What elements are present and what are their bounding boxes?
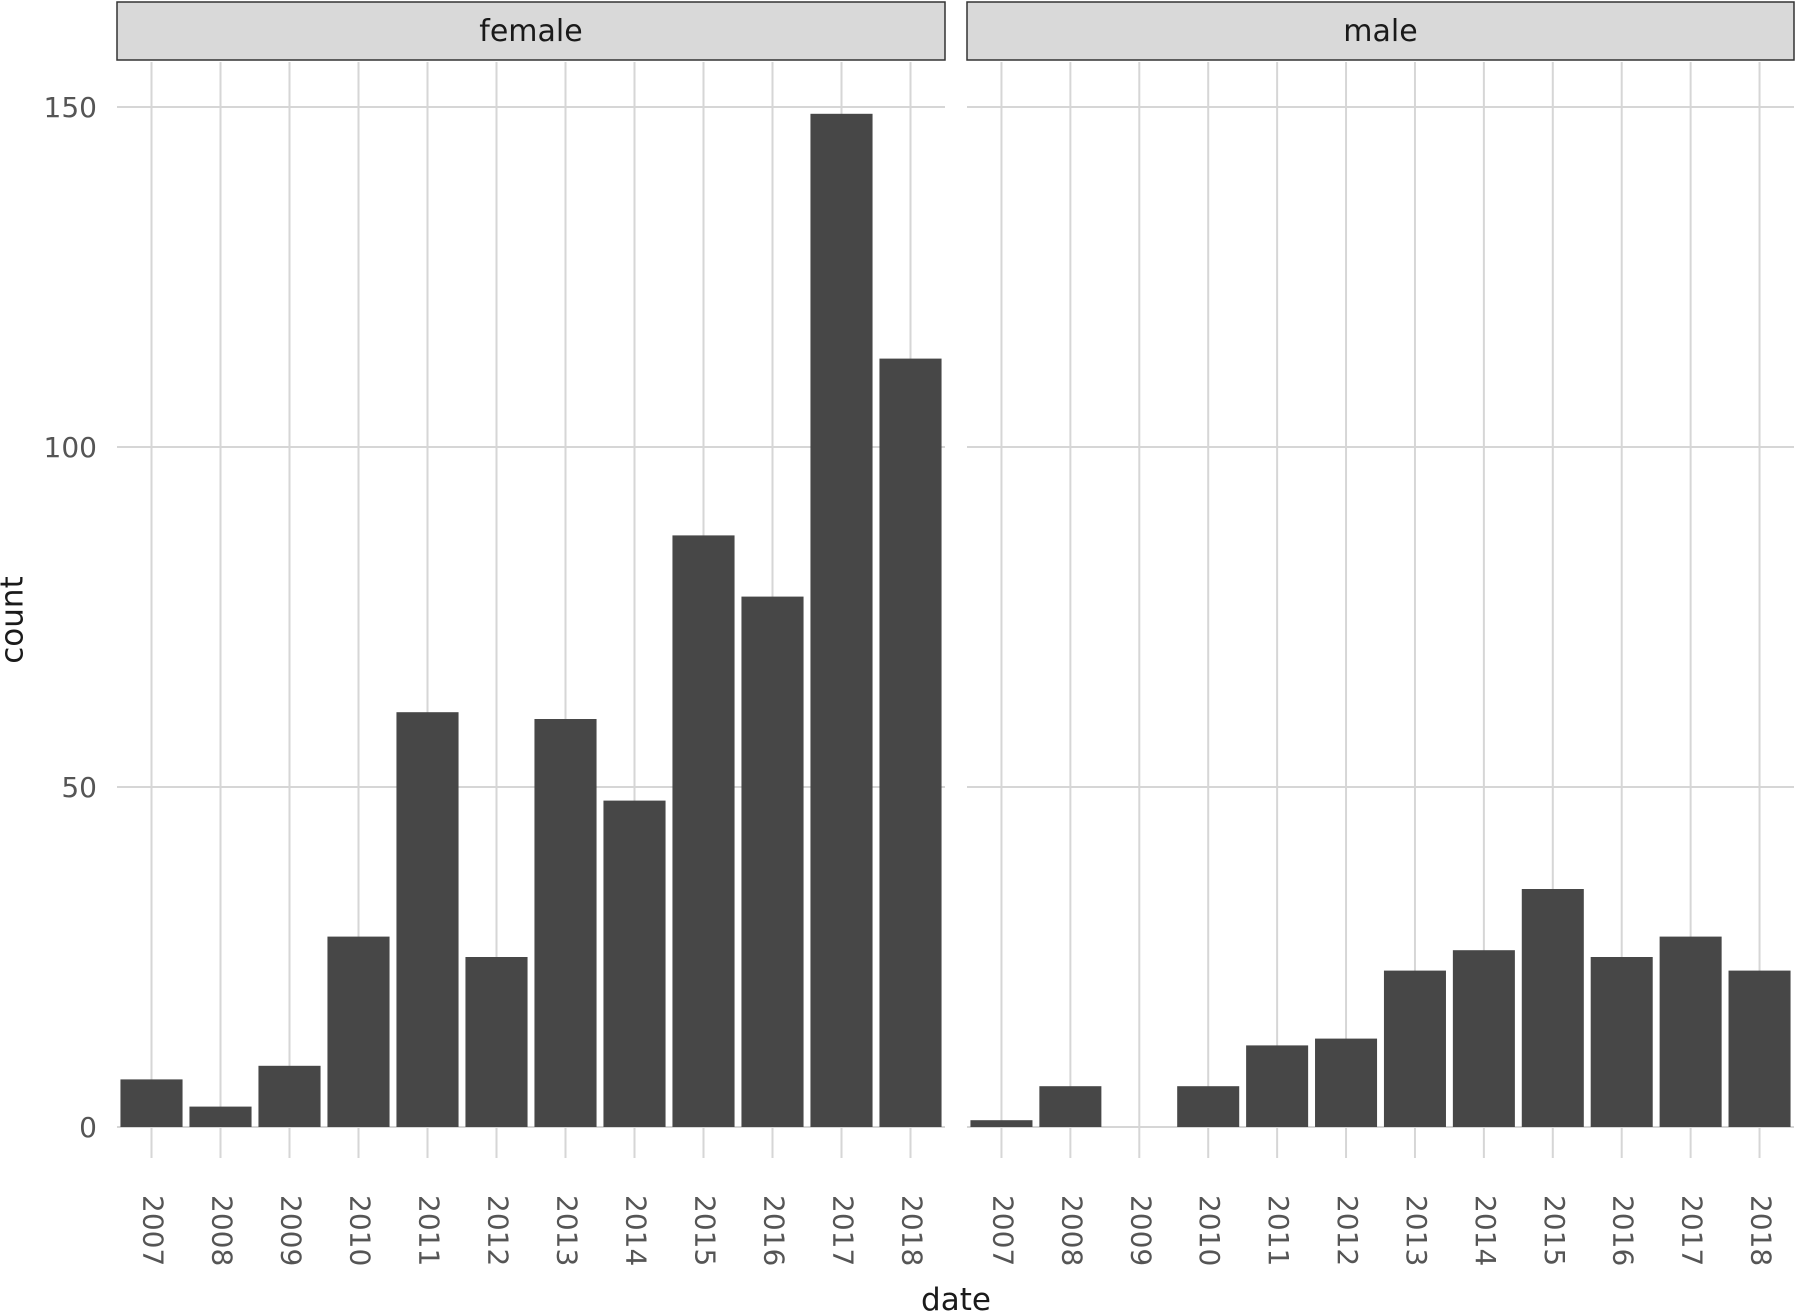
x-tick-label: 2009 [1124, 1195, 1157, 1266]
bar-male-2008 [1039, 1086, 1102, 1127]
y-axis-title: count [0, 576, 31, 663]
x-tick-label: 2008 [1055, 1195, 1088, 1266]
x-tick-label: 2018 [1745, 1195, 1778, 1266]
bar-female-2012 [465, 957, 528, 1127]
x-tick-label: 2010 [344, 1195, 377, 1266]
x-axis-title: date [921, 1282, 991, 1314]
x-tick-label: 2017 [827, 1195, 860, 1266]
bar-female-2018 [879, 358, 942, 1128]
bar-male-2017 [1659, 936, 1722, 1127]
bar-male-2011 [1246, 1045, 1309, 1127]
facet-strip-male [966, 1, 1795, 61]
x-tick-label: 2013 [1400, 1195, 1433, 1266]
bar-female-2011 [396, 712, 459, 1127]
bar-male-2013 [1383, 970, 1446, 1127]
x-tick-label: 2012 [1331, 1195, 1364, 1266]
x-tick-label: 2007 [986, 1195, 1019, 1266]
x-tick-label: 2015 [1538, 1195, 1571, 1266]
x-tick-label: 2009 [275, 1195, 308, 1266]
y-tick-label: 100 [44, 431, 97, 464]
bar-male-2016 [1590, 957, 1653, 1127]
x-tick-label: 2011 [1262, 1195, 1295, 1266]
x-tick-label: 2008 [206, 1195, 239, 1266]
bar-male-2015 [1521, 889, 1584, 1127]
y-tick-label: 50 [61, 771, 97, 804]
x-tick-label: 2012 [482, 1195, 515, 1266]
facet-strip-label: female [479, 14, 582, 49]
y-tick-label: 0 [79, 1111, 97, 1144]
bar-female-2015 [672, 535, 735, 1127]
bar-male-2007 [970, 1120, 1033, 1127]
bar-female-2007 [120, 1079, 183, 1127]
bar-female-2013 [534, 719, 597, 1127]
x-tick-label: 2015 [689, 1195, 722, 1266]
y-tick-label: 150 [44, 91, 97, 124]
bar-female-2014 [603, 800, 666, 1127]
bar-female-2017 [810, 113, 873, 1128]
x-tick-label: 2013 [551, 1195, 584, 1266]
bar-female-2016 [741, 596, 804, 1127]
x-tick-label: 2017 [1676, 1195, 1709, 1266]
bar-female-2008 [189, 1106, 252, 1127]
bar-male-2012 [1315, 1038, 1378, 1127]
x-tick-label: 2016 [1607, 1195, 1640, 1266]
x-tick-label: 2007 [137, 1195, 170, 1266]
x-tick-label: 2018 [896, 1195, 929, 1266]
bar-male-2018 [1728, 970, 1791, 1127]
bar-male-2014 [1452, 950, 1515, 1127]
x-tick-label: 2010 [1193, 1195, 1226, 1266]
facet-strip-label: male [1343, 14, 1417, 49]
x-tick-label: 2016 [758, 1195, 791, 1266]
bar-female-2009 [258, 1065, 321, 1127]
x-tick-label: 2011 [413, 1195, 446, 1266]
facet-strip-female [116, 1, 946, 61]
bar-male-2010 [1177, 1086, 1240, 1127]
x-tick-label: 2014 [1469, 1195, 1502, 1266]
bar-female-2010 [327, 936, 390, 1127]
x-tick-label: 2014 [620, 1195, 653, 1266]
